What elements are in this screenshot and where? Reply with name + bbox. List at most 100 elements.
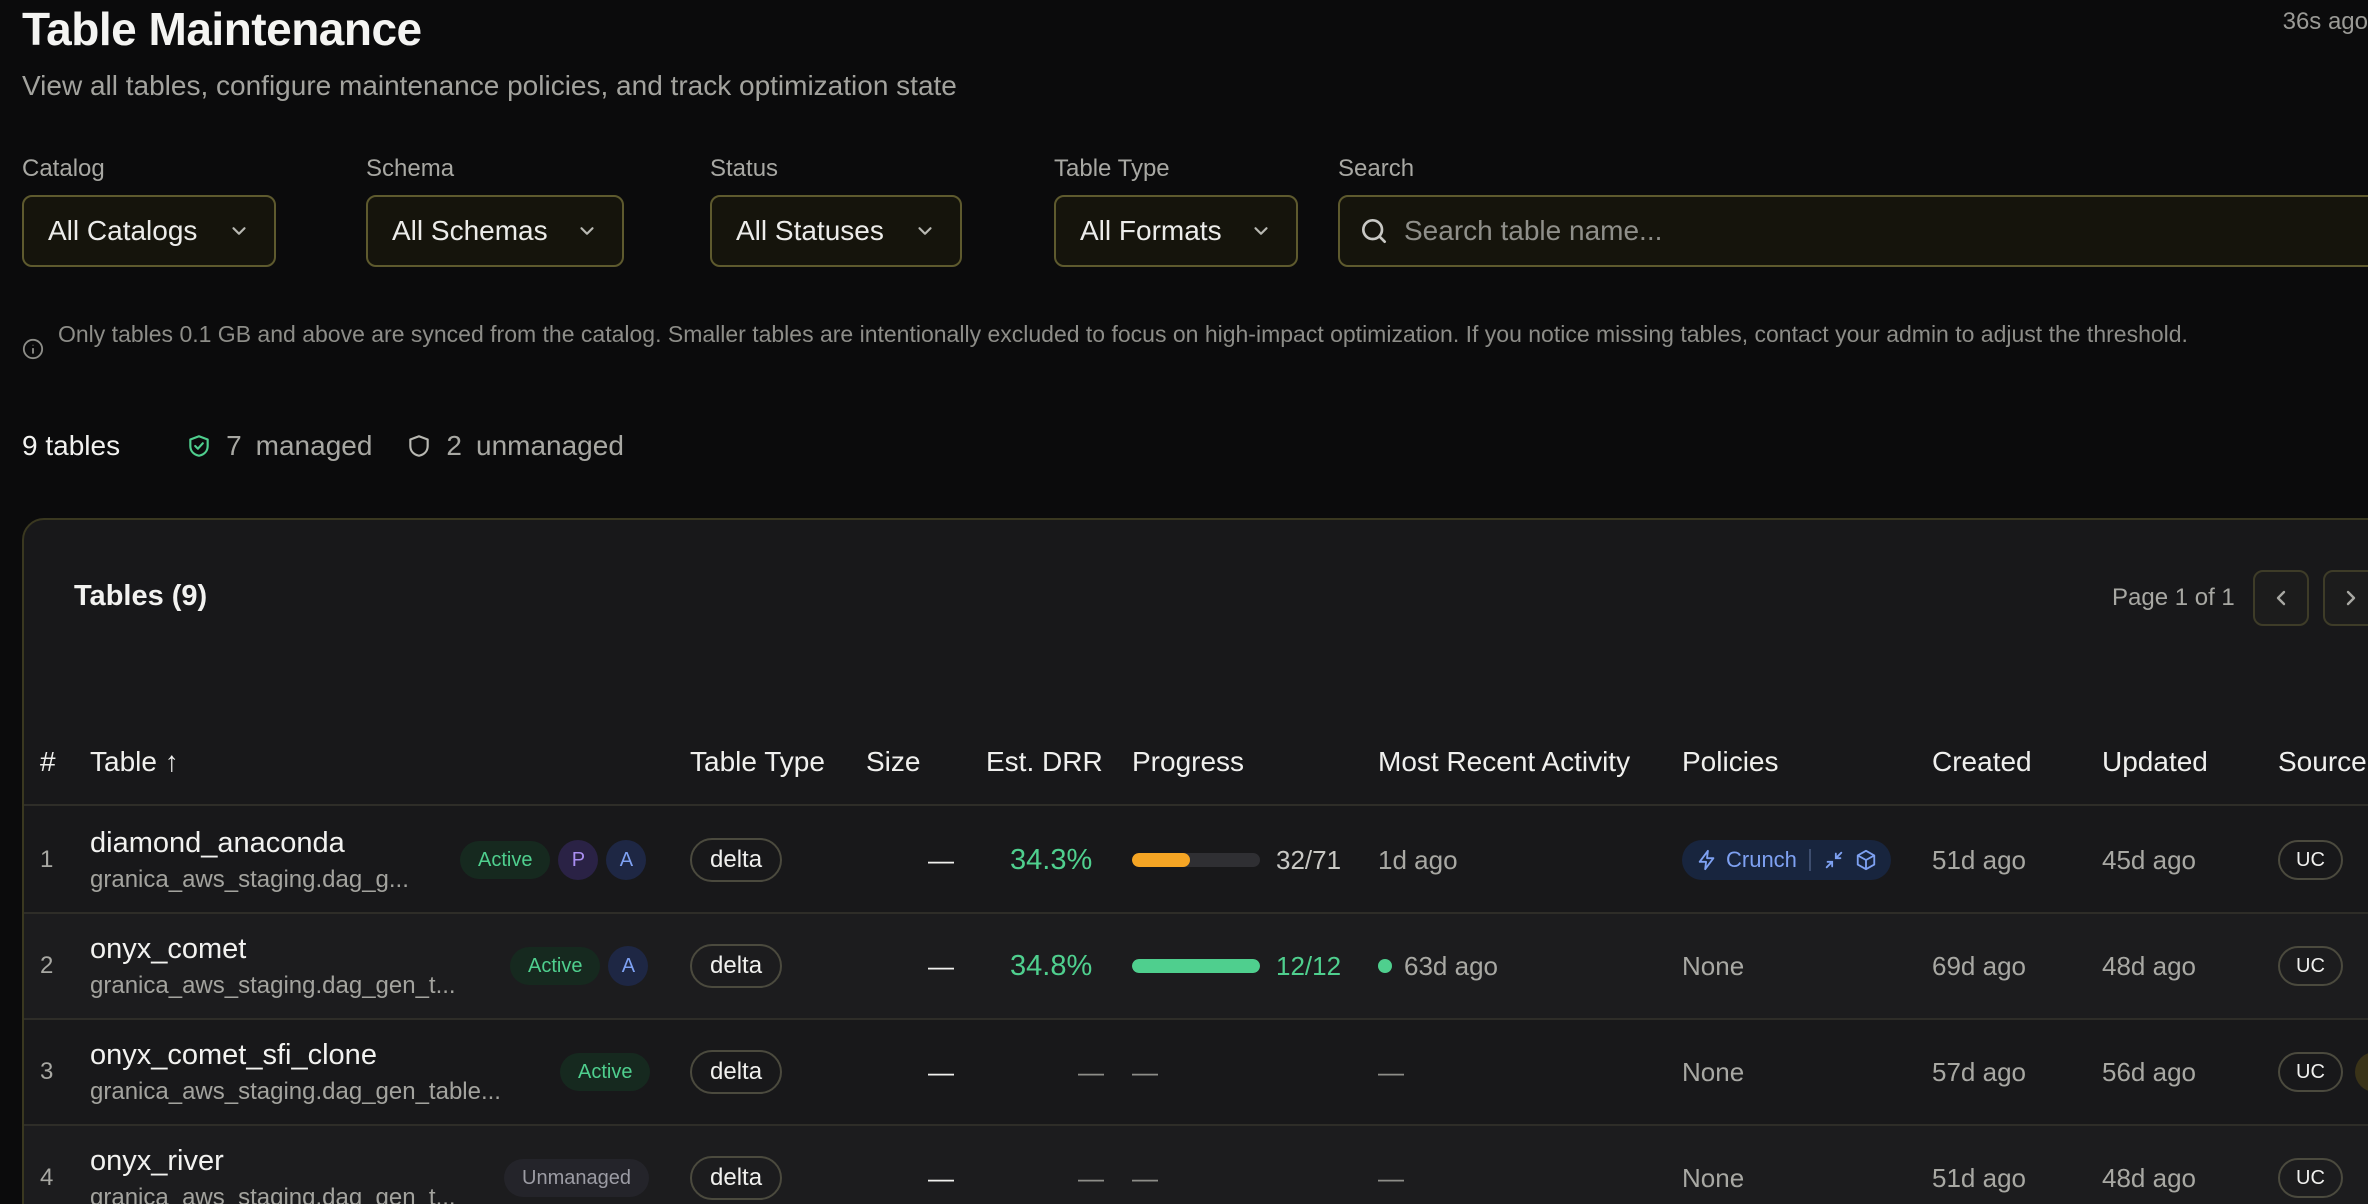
table-row[interactable]: 2 onyx_comet granica_aws_staging.dag_gen…: [24, 914, 2368, 1020]
last-refreshed: 36s ago: [2282, 8, 2368, 35]
source-extra-badge: [2354, 1052, 2368, 1092]
size-value: —: [928, 1162, 954, 1193]
activity-value: 1d ago: [1378, 844, 1458, 875]
catalog-label: Catalog: [22, 155, 105, 182]
updated-value: 48d ago: [2102, 1162, 2196, 1193]
col-updated[interactable]: Updated: [2102, 746, 2208, 777]
unmanaged-stat: 2 unmanaged: [406, 430, 624, 462]
table-type-select[interactable]: All Formats: [1054, 195, 1298, 267]
next-page-button[interactable]: [2322, 570, 2368, 626]
table-path: granica_aws_staging.dag_gen_table...: [90, 1077, 501, 1105]
policy-name: Crunch: [1726, 847, 1797, 872]
table-name[interactable]: diamond_anaconda: [90, 826, 345, 859]
chevron-down-icon: [232, 227, 246, 235]
managed-count: 7: [226, 430, 242, 461]
col-recent-activity[interactable]: Most Recent Activity: [1378, 746, 1631, 777]
table-row[interactable]: 3 onyx_comet_sfi_clone granica_aws_stagi…: [24, 1020, 2368, 1126]
col-created[interactable]: Created: [1932, 746, 2032, 777]
activity-status-dot: [1378, 959, 1392, 973]
size-value: —: [928, 1056, 954, 1087]
a-badge: A: [608, 946, 649, 986]
table-row[interactable]: 1 diamond_anaconda granica_aws_staging.d…: [24, 808, 2368, 914]
table-path: granica_aws_staging.dag_gen_t...: [90, 971, 456, 999]
status-value: All Statuses: [736, 215, 884, 246]
shield-icon: [409, 435, 430, 457]
table-header: # Table ↑ Table Type Size Est. DRR Progr…: [24, 720, 2368, 806]
col-policies[interactable]: Policies: [1682, 746, 1779, 777]
page-subtitle: View all tables, configure maintenance p…: [22, 70, 957, 101]
schema-value: All Schemas: [392, 215, 548, 246]
tables-panel: Tables (9) Page 1 of 1 # Table ↑ Table T…: [22, 518, 2368, 1204]
table-path: granica_aws_staging.dag_gen_t...: [90, 1183, 456, 1204]
drr-value: 34.8%: [1010, 949, 1093, 982]
status-badge: Active: [460, 841, 551, 879]
lightning-icon: [1698, 849, 1715, 871]
notice-text: Only tables 0.1 GB and above are synced …: [58, 321, 2188, 347]
activity-value: 63d ago: [1404, 950, 1498, 981]
catalog-select[interactable]: All Catalogs: [22, 195, 276, 267]
search-box[interactable]: [1338, 195, 2368, 267]
progress-bar: [1132, 853, 1260, 867]
progress-fill: [1132, 853, 1190, 867]
unmanaged-label: unmanaged: [476, 430, 624, 461]
status-label: Status: [710, 155, 779, 182]
col-progress[interactable]: Progress: [1132, 746, 1245, 777]
source-badge: UC: [2278, 946, 2343, 986]
info-icon: [22, 338, 44, 360]
updated-value: 56d ago: [2102, 1056, 2196, 1087]
progress-text: 32/71: [1276, 844, 1342, 875]
col-num: #: [40, 746, 56, 777]
col-table-type[interactable]: Table Type: [690, 746, 825, 777]
schema-select[interactable]: All Schemas: [366, 195, 624, 267]
shield-check-icon: [189, 435, 209, 457]
sync-threshold-notice: Only tables 0.1 GB and above are synced …: [22, 318, 2342, 360]
chevron-down-icon: [1254, 227, 1268, 235]
chevron-down-icon: [918, 227, 932, 235]
updated-value: 45d ago: [2102, 844, 2196, 875]
managed-label: managed: [255, 430, 373, 461]
progress-fill: [1132, 959, 1260, 973]
prev-page-button[interactable]: [2252, 570, 2309, 626]
a-badge: A: [606, 840, 647, 880]
policy-value: None: [1682, 1056, 1745, 1087]
pagination: Page 1 of 1: [2112, 570, 2368, 626]
chevron-down-icon: [580, 227, 594, 235]
schema-filter: Schema All Schemas: [366, 155, 624, 267]
table-type-filter: Table Type All Formats: [1054, 155, 1298, 267]
col-table[interactable]: Table ↑: [90, 746, 179, 777]
table-type-pill: delta: [690, 838, 783, 882]
cube-icon: [1856, 849, 1876, 871]
search-input[interactable]: [1404, 215, 2204, 247]
tables-panel-title: Tables (9): [74, 580, 208, 612]
drr-value: —: [1078, 1056, 1104, 1087]
col-size[interactable]: Size: [866, 746, 921, 777]
table-name[interactable]: onyx_comet: [90, 932, 247, 965]
table-row[interactable]: 4 onyx_river granica_aws_staging.dag_gen…: [24, 1126, 2368, 1204]
table-name[interactable]: onyx_river: [90, 1144, 224, 1177]
drr-value: —: [1078, 1162, 1104, 1193]
drr-value: 34.3%: [1010, 843, 1093, 876]
created-value: 69d ago: [1932, 950, 2026, 981]
table-name[interactable]: onyx_comet_sfi_clone: [90, 1038, 377, 1071]
page-indicator: Page 1 of 1: [2112, 584, 2235, 611]
created-value: 51d ago: [1932, 844, 2026, 875]
page-title: Table Maintenance: [22, 3, 422, 55]
progress-bar: [1132, 959, 1260, 973]
schema-label: Schema: [366, 155, 455, 182]
chevron-right-icon: [2346, 590, 2355, 606]
progress-text: 12/12: [1276, 950, 1342, 981]
row-number: 1: [40, 846, 54, 873]
col-source[interactable]: Source: [2278, 746, 2367, 777]
chevron-left-icon: [2276, 590, 2285, 606]
managed-stat: 7 managed: [186, 430, 372, 462]
table-count: 9 tables: [22, 430, 121, 461]
table-path: granica_aws_staging.dag_g...: [90, 865, 409, 893]
row-number: 4: [40, 1164, 54, 1191]
status-select[interactable]: All Statuses: [710, 195, 962, 267]
created-value: 57d ago: [1932, 1056, 2026, 1087]
search-icon: [1362, 219, 1386, 243]
col-est-drr[interactable]: Est. DRR: [986, 746, 1103, 777]
row-number: 2: [40, 952, 54, 979]
policy-divider: [1808, 849, 1811, 871]
policy-chip[interactable]: Crunch: [1682, 840, 1891, 880]
